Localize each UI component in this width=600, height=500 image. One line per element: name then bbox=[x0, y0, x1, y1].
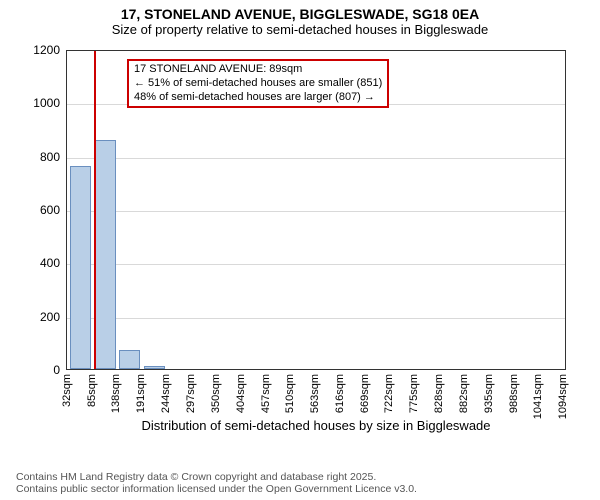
x-tick-label: 882sqm bbox=[458, 374, 470, 413]
chart-area: Number of semi-detached properties 17 ST… bbox=[46, 50, 566, 400]
footer-attribution: Contains HM Land Registry data © Crown c… bbox=[16, 471, 417, 496]
histogram-bar bbox=[144, 366, 165, 369]
x-tick-label: 85sqm bbox=[86, 374, 98, 407]
y-tick-label: 0 bbox=[20, 363, 60, 377]
x-tick-label: 350sqm bbox=[210, 374, 222, 413]
histogram-bar bbox=[119, 350, 140, 369]
x-tick-label: 510sqm bbox=[284, 374, 296, 413]
x-tick-label: 1041sqm bbox=[532, 374, 544, 419]
x-tick-label: 32sqm bbox=[61, 374, 73, 407]
gridline-h bbox=[67, 158, 565, 159]
x-tick-label: 722sqm bbox=[383, 374, 395, 413]
x-tick-label: 297sqm bbox=[185, 374, 197, 413]
y-tick-label: 800 bbox=[20, 150, 60, 164]
gridline-h bbox=[67, 264, 565, 265]
marker-line bbox=[94, 51, 96, 369]
chart-subtitle: Size of property relative to semi-detach… bbox=[10, 22, 590, 37]
annotation-line: ← 51% of semi-detached houses are smalle… bbox=[134, 77, 382, 91]
x-tick-label: 935sqm bbox=[483, 374, 495, 413]
y-tick-label: 600 bbox=[20, 203, 60, 217]
gridline-h bbox=[67, 211, 565, 212]
footer-line-2: Contains public sector information licen… bbox=[16, 483, 417, 496]
histogram-bar bbox=[95, 140, 116, 369]
x-tick-label: 828sqm bbox=[433, 374, 445, 413]
x-tick-label: 191sqm bbox=[135, 374, 147, 413]
x-tick-label: 244sqm bbox=[160, 374, 172, 413]
x-tick-label: 563sqm bbox=[309, 374, 321, 413]
y-tick-label: 400 bbox=[20, 256, 60, 270]
histogram-bar bbox=[70, 166, 91, 369]
chart-title: 17, STONELAND AVENUE, BIGGLESWADE, SG18 … bbox=[10, 6, 590, 22]
y-tick-label: 200 bbox=[20, 310, 60, 324]
x-tick-label: 669sqm bbox=[359, 374, 371, 413]
footer-line-1: Contains HM Land Registry data © Crown c… bbox=[16, 471, 417, 484]
x-tick-label: 1094sqm bbox=[557, 374, 569, 419]
x-tick-label: 775sqm bbox=[408, 374, 420, 413]
x-tick-label: 404sqm bbox=[235, 374, 247, 413]
gridline-h bbox=[67, 318, 565, 319]
x-axis-label: Distribution of semi-detached houses by … bbox=[66, 418, 566, 433]
x-tick-label: 457sqm bbox=[260, 374, 272, 413]
figure-root: 17, STONELAND AVENUE, BIGGLESWADE, SG18 … bbox=[0, 0, 600, 500]
title-block: 17, STONELAND AVENUE, BIGGLESWADE, SG18 … bbox=[0, 0, 600, 39]
annotation-line: 48% of semi-detached houses are larger (… bbox=[134, 91, 382, 105]
x-tick-label: 988sqm bbox=[508, 374, 520, 413]
y-tick-label: 1000 bbox=[20, 96, 60, 110]
x-tick-label: 616sqm bbox=[334, 374, 346, 413]
x-tick-label: 138sqm bbox=[110, 374, 122, 413]
annotation-line: 17 STONELAND AVENUE: 89sqm bbox=[134, 63, 382, 77]
y-tick-label: 1200 bbox=[20, 43, 60, 57]
plot-area: 17 STONELAND AVENUE: 89sqm← 51% of semi-… bbox=[66, 50, 566, 370]
annotation-box: 17 STONELAND AVENUE: 89sqm← 51% of semi-… bbox=[127, 59, 389, 108]
